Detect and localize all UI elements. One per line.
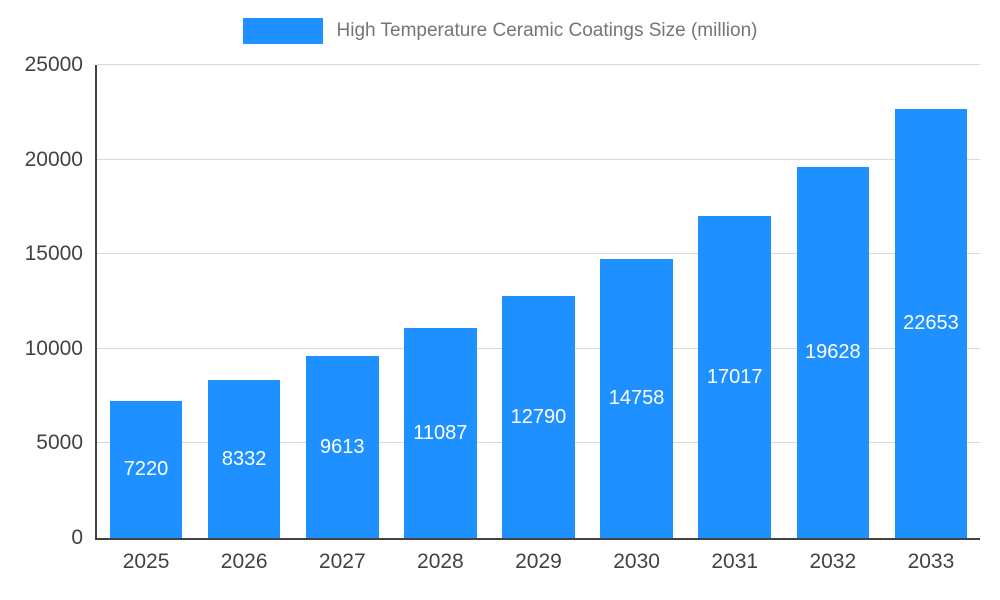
bar-value-label: 9613 [320,435,365,458]
bar-2030: 14758 [600,258,673,538]
gridline [97,253,980,255]
plot-area: 0 5000 10000 15000 20000 25000 7220 8332 9613 11… [25,53,980,573]
bar-slot: 7220 [97,65,195,538]
y-tick-label: 25000 [24,53,83,76]
bars: 7220 8332 9613 11087 12790 14758 17017 19628 226… [97,65,980,538]
bar-2027: 9613 [305,356,379,538]
x-tick-label: 2031 [711,550,759,573]
y-tick-label: 15000 [24,242,83,266]
bar-2029: 12790 [502,296,575,538]
bar-slot: 22653 [882,65,980,538]
x-tick-label: 2027 [318,550,366,573]
x-tick-label: 2025 [122,550,170,573]
bar-2025: 7220 [109,401,183,538]
bar-slot: 19628 [784,65,882,538]
legend-swatch [242,18,323,44]
y-tick-label: 0 [71,526,83,549]
bar-2031: 17017 [698,216,771,538]
y-tick-label: 10000 [24,336,83,360]
bar-slot: 14758 [588,65,686,538]
bar-value-label: 11087 [413,421,468,444]
x-tick-label: 2029 [515,550,562,573]
bar-value-label: 14758 [608,386,665,409]
y-tick-label: 5000 [36,431,83,455]
bar-slot: 17017 [686,65,784,538]
bar-2028: 11087 [404,328,477,538]
x-tick-label: 2026 [220,550,268,573]
x-tick-label: 2032 [809,550,857,573]
x-tick-label: 2028 [417,550,464,573]
x-axis-labels: 2025 2026 2027 2028 2029 2030 2031 2032 2033 [97,550,980,574]
bar-2032: 19628 [796,166,870,538]
legend: High Temperature Ceramic Coatings Size (… [0,18,1000,44]
bar-value-label: 17017 [706,365,763,388]
bar-value-label: 19628 [805,340,861,363]
gridline [97,64,980,65]
x-tick-label: 2030 [613,550,660,573]
y-tick-label: 20000 [24,147,83,171]
bar-value-label: 7220 [123,458,169,481]
bar-value-label: 12790 [510,405,567,428]
bar-slot: 9613 [293,65,391,538]
gridline [97,158,980,160]
bar-2033: 22653 [894,109,968,538]
x-tick-label: 2033 [907,550,955,573]
bar-slot: 8332 [195,65,293,538]
bar-slot: 12790 [489,65,587,538]
chart-title: High Temperature Ceramic Coatings Size (… [336,20,758,41]
bar-value-label: 22653 [903,312,959,335]
bar-value-label: 8332 [221,447,267,470]
bar-slot: 11087 [391,65,489,538]
bar-2026: 8332 [207,380,281,538]
